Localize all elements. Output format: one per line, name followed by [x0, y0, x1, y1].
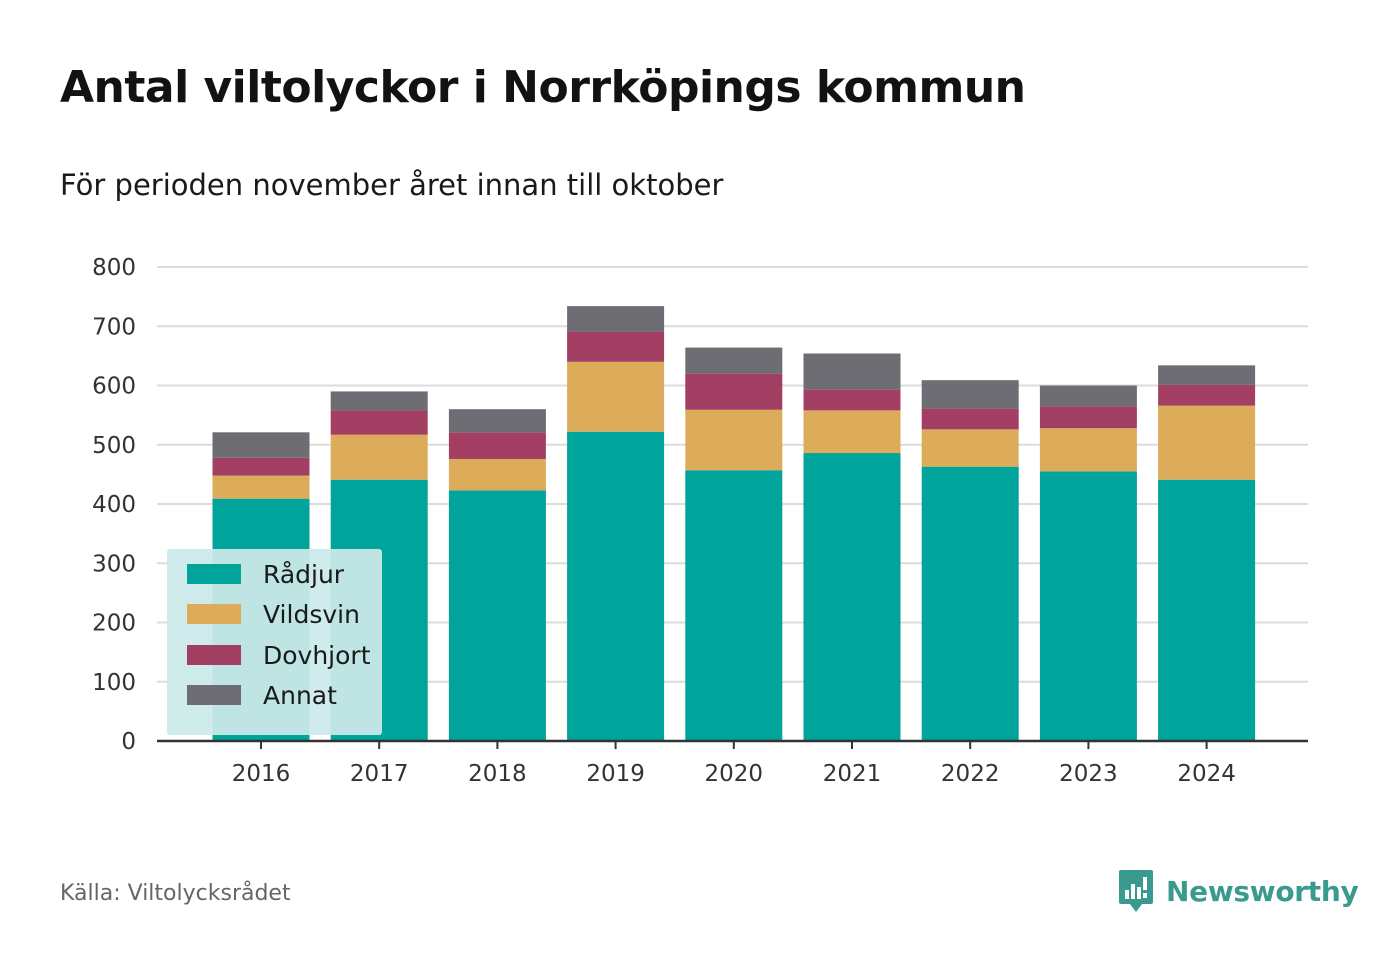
bar-segment-rådjur-2023 — [1039, 471, 1137, 741]
bar-segment-annat-2021 — [803, 353, 901, 390]
bar-segment-dovhjort-2024 — [1158, 384, 1256, 406]
bars — [212, 306, 1256, 741]
legend-item-radjur: Rådjur — [187, 559, 344, 589]
legend-label: Dovhjort — [263, 640, 371, 670]
bar-segment-vildsvin-2024 — [1158, 405, 1256, 480]
legend-item-dovhjort: Dovhjort — [187, 640, 371, 670]
bar-segment-vildsvin-2018 — [448, 458, 546, 491]
x-axis-ticks: 2016 2017 2018 2019 2020 2021 2022 2023 2024 — [232, 761, 1236, 787]
y-tick-label: 700 — [92, 314, 136, 340]
legend-item-vildsvin: Vildsvin — [187, 599, 360, 629]
chart-title: Antal viltolyckor i Norrköpings kommun — [60, 62, 1026, 113]
bar-segment-rådjur-2020 — [685, 470, 783, 741]
brand-name: Newsworthy — [1166, 874, 1359, 908]
legend: Rådjur Vildsvin Dovhjort Annat — [167, 549, 382, 735]
y-tick-label: 100 — [92, 670, 136, 696]
bar-segment-dovhjort-2019 — [567, 331, 665, 362]
bar-segment-vildsvin-2022 — [921, 429, 1019, 467]
bar-segment-dovhjort-2018 — [448, 432, 546, 459]
x-axis — [157, 739, 1308, 749]
bar-segment-dovhjort-2020 — [685, 373, 783, 410]
bar-segment-dovhjort-2021 — [803, 389, 901, 411]
bar-segment-dovhjort-2017 — [330, 410, 428, 435]
x-tick-label: 2024 — [1177, 761, 1236, 787]
bar-segment-vildsvin-2016 — [212, 475, 310, 499]
bar-segment-rådjur-2024 — [1158, 479, 1256, 741]
bar-segment-vildsvin-2019 — [567, 361, 665, 432]
x-tick-label: 2018 — [468, 761, 527, 787]
bar-segment-vildsvin-2021 — [803, 410, 901, 454]
bar-segment-dovhjort-2016 — [212, 457, 310, 476]
y-tick-label: 800 — [92, 255, 136, 281]
brand-logo[interactable]: Newsworthy — [1118, 868, 1359, 914]
y-tick-label: 600 — [92, 374, 136, 400]
legend-swatch — [187, 685, 241, 705]
bar-segment-rådjur-2022 — [921, 466, 1019, 741]
legend-label: Rådjur — [263, 559, 345, 589]
legend-label: Annat — [263, 680, 337, 710]
y-tick-label: 0 — [121, 729, 136, 755]
legend-swatch — [187, 645, 241, 665]
chart-subtitle: För perioden november året innan till ok… — [60, 168, 724, 202]
bar-segment-annat-2024 — [1158, 365, 1256, 385]
bar-segment-annat-2017 — [330, 391, 428, 411]
y-axis-ticks: 0 100 200 300 400 500 600 700 800 — [92, 255, 136, 755]
newsworthy-logo-icon — [1119, 870, 1153, 912]
bar-segment-annat-2018 — [448, 409, 546, 433]
bar-segment-annat-2016 — [212, 432, 310, 458]
x-tick-label: 2019 — [586, 761, 645, 787]
legend-swatch — [187, 604, 241, 624]
x-tick-label: 2020 — [705, 761, 764, 787]
bar-segment-vildsvin-2017 — [330, 434, 428, 480]
bar-segment-rådjur-2019 — [567, 431, 665, 741]
bar-segment-vildsvin-2020 — [685, 409, 783, 471]
bar-segment-rådjur-2021 — [803, 453, 901, 741]
x-tick-label: 2021 — [823, 761, 882, 787]
y-tick-label: 500 — [92, 433, 136, 459]
bar-segment-annat-2019 — [567, 306, 665, 332]
bar-segment-annat-2022 — [921, 380, 1019, 409]
bar-segment-dovhjort-2023 — [1039, 406, 1137, 429]
y-tick-label: 200 — [92, 611, 136, 637]
legend-swatch — [187, 564, 241, 584]
bar-segment-annat-2023 — [1039, 385, 1137, 407]
x-tick-label: 2017 — [350, 761, 409, 787]
x-tick-label: 2023 — [1059, 761, 1118, 787]
x-tick-label: 2016 — [232, 761, 291, 787]
bar-segment-annat-2020 — [685, 347, 783, 374]
bar-segment-dovhjort-2022 — [921, 408, 1019, 430]
legend-item-annat: Annat — [187, 680, 337, 710]
source-note: Källa: Viltolycksrådet — [60, 881, 291, 906]
x-tick-label: 2022 — [941, 761, 1000, 787]
legend-label: Vildsvin — [263, 599, 360, 629]
bar-segment-rådjur-2018 — [448, 490, 546, 741]
y-tick-label: 400 — [92, 492, 136, 518]
bar-segment-vildsvin-2023 — [1039, 428, 1137, 472]
y-tick-label: 300 — [92, 551, 136, 577]
